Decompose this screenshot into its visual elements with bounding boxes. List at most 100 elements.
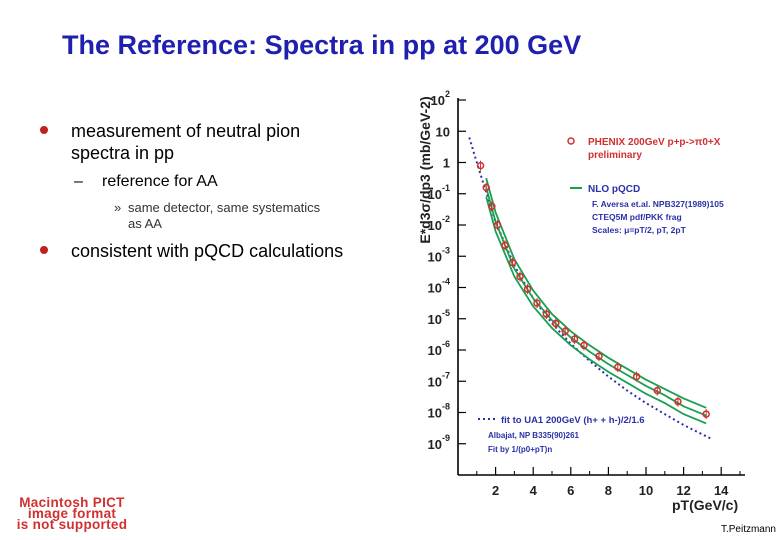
dash-marker: – bbox=[74, 173, 83, 190]
author-credit: T.Peitzmann bbox=[720, 524, 776, 535]
data-point bbox=[674, 397, 682, 406]
y-tick-exponent: 2 bbox=[445, 89, 450, 99]
y-axis-label: E*d3σ/dp3 (mb/GeV-2) bbox=[417, 96, 433, 243]
sub-sub-bullet-line: as AA bbox=[128, 216, 162, 231]
y-tick-label: 1 bbox=[443, 156, 450, 171]
y-tick-exponent: -2 bbox=[442, 214, 450, 224]
sub-bullet: – reference for AA bbox=[38, 172, 383, 192]
legend-data-sublabel: preliminary bbox=[588, 150, 642, 161]
pict-warning-line: is not supported bbox=[16, 517, 128, 532]
data-point bbox=[508, 258, 517, 267]
y-tick-label: 10-8 bbox=[428, 402, 450, 421]
data-point bbox=[542, 310, 551, 318]
data-point bbox=[653, 386, 662, 395]
y-tick-exponent: -8 bbox=[442, 402, 450, 412]
y-tick-label: 10-9 bbox=[428, 433, 450, 452]
legend-fit-form: Fit by 1/(p0+pT)n bbox=[488, 445, 552, 454]
legend-nlo-pdf: CTEQ5M pdf/PKK frag bbox=[592, 212, 682, 222]
x-tick-label: 8 bbox=[605, 483, 612, 498]
legend-nlo-scales: Scales: μ=pT/2, pT, 2pT bbox=[592, 225, 687, 235]
y-tick-base: 10 bbox=[428, 218, 442, 233]
y-tick-exponent: -5 bbox=[442, 308, 450, 318]
x-tick-label: 4 bbox=[530, 483, 538, 498]
data-point bbox=[482, 183, 490, 192]
data-point bbox=[702, 410, 710, 418]
data-point bbox=[523, 285, 532, 293]
y-tick-exponent: -1 bbox=[442, 183, 450, 193]
pict-warning-line: Macintosh PICT bbox=[19, 495, 125, 510]
y-tick-base: 1 bbox=[443, 156, 450, 171]
bullet-text-line: measurement of neutral pion bbox=[71, 121, 301, 141]
y-tick-label: 10-7 bbox=[428, 370, 450, 389]
y-tick-exponent: -9 bbox=[442, 433, 450, 443]
y-tick-base: 10 bbox=[428, 343, 442, 358]
y-tick-base: 10 bbox=[431, 93, 445, 108]
bullet-list: measurement of neutral pion spectra in p… bbox=[38, 120, 383, 262]
data-point bbox=[516, 272, 524, 281]
pict-warning-line: image format bbox=[27, 506, 117, 521]
pict-unsupported-warning: Macintosh PICT image format is not suppo… bbox=[2, 495, 142, 532]
y-tick-label: 10-6 bbox=[428, 339, 450, 358]
data-point bbox=[632, 372, 641, 381]
y-tick-exponent: -6 bbox=[442, 339, 450, 349]
x-tick-label: 12 bbox=[676, 483, 690, 498]
nlo-curve bbox=[485, 196, 707, 425]
x-tick-label: 14 bbox=[714, 483, 729, 498]
data-point bbox=[501, 241, 509, 250]
legend-fit-ref: Albajat, NP B335(90)261 bbox=[488, 431, 580, 440]
data-point bbox=[488, 202, 496, 210]
y-tick-label: 10-1 bbox=[428, 183, 450, 202]
bullet-item: measurement of neutral pion spectra in p… bbox=[38, 120, 383, 164]
data-point bbox=[493, 221, 502, 229]
y-ticks: 10210110-110-210-310-410-510-610-710-810… bbox=[428, 89, 466, 452]
legend-data-label: PHENIX 200GeV p+p->π0+X bbox=[588, 137, 721, 148]
y-tick-base: 10 bbox=[428, 281, 442, 296]
phenix-data-series bbox=[476, 160, 710, 420]
legend: PHENIX 200GeV p+p->π0+X preliminary NLO … bbox=[478, 137, 724, 454]
bullet-text: consistent with pQCD calculations bbox=[71, 241, 344, 261]
legend-nlo-ref: F. Aversa et.al. NPB327(1989)105 bbox=[592, 199, 724, 209]
y-tick-label: 10-3 bbox=[428, 245, 450, 264]
legend-nlo-label: NLO pQCD bbox=[588, 184, 640, 195]
y-tick-base: 10 bbox=[428, 249, 442, 264]
x-tick-label: 2 bbox=[492, 483, 499, 498]
data-point bbox=[595, 352, 603, 360]
nlo-curve bbox=[485, 187, 707, 417]
y-tick-label: 10-4 bbox=[428, 277, 450, 296]
y-tick-label: 10 bbox=[436, 124, 450, 139]
y-tick-base: 10 bbox=[436, 124, 450, 139]
chevron-right-icon: » bbox=[114, 200, 122, 215]
data-point bbox=[614, 363, 622, 371]
x-tick-label: 10 bbox=[639, 483, 653, 498]
y-tick-exponent: -3 bbox=[442, 245, 450, 255]
legend-fit-label: fit to UA1 200GeV (h+ + h-)/2/1.6 bbox=[501, 415, 645, 426]
y-tick-base: 10 bbox=[428, 406, 442, 421]
sub-sub-bullet: » same detector, same systematics as AA bbox=[38, 200, 368, 232]
y-tick-base: 10 bbox=[428, 312, 442, 327]
y-tick-label: 10-5 bbox=[428, 308, 450, 327]
sub-bullet-text: reference for AA bbox=[102, 173, 218, 190]
data-point bbox=[533, 299, 541, 307]
y-tick-label: 10-2 bbox=[428, 214, 450, 233]
x-ticks: 2 4 6 8 10 12 14 bbox=[476, 467, 741, 498]
y-tick-label: 102 bbox=[431, 89, 450, 108]
x-tick-label: 6 bbox=[567, 483, 574, 498]
data-point bbox=[476, 161, 485, 170]
y-tick-base: 10 bbox=[428, 374, 442, 389]
bullet-text-line: spectra in pp bbox=[71, 143, 175, 163]
y-tick-base: 10 bbox=[428, 437, 442, 452]
bullet-item: consistent with pQCD calculations bbox=[38, 240, 383, 262]
slide-title: The Reference: Spectra in pp at 200 GeV bbox=[62, 30, 582, 60]
data-point bbox=[570, 335, 579, 343]
data-point bbox=[552, 319, 560, 328]
data-point bbox=[580, 341, 588, 350]
bullet-dot-icon bbox=[40, 126, 48, 134]
sub-sub-bullet-line: same detector, same systematics bbox=[128, 200, 321, 215]
y-tick-base: 10 bbox=[428, 187, 442, 202]
y-tick-exponent: -4 bbox=[442, 277, 450, 287]
legend-data-marker bbox=[567, 137, 575, 145]
y-tick-exponent: -7 bbox=[442, 370, 450, 380]
x-axis-label: pT(GeV/c) bbox=[672, 497, 738, 513]
bullet-dot-icon bbox=[40, 246, 48, 254]
